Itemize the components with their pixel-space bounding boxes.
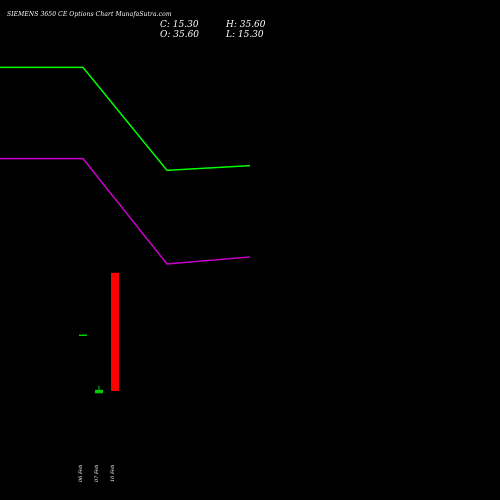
candle-body <box>95 389 103 394</box>
x-tick-label: 06 Feb <box>78 465 84 482</box>
x-axis: 06 Feb 07 Feb 10 Feb <box>78 465 116 482</box>
x-tick-label: 07 Feb <box>94 465 100 482</box>
chart-title: SIEMENS 3650 CE Options Chart MunafaSutr… <box>7 11 172 18</box>
low-value: L: 15.30 <box>226 30 264 40</box>
open-value: O: 35.60 <box>160 30 200 40</box>
overlay-line-1 <box>0 157 251 265</box>
candle-2 <box>111 272 119 391</box>
close-value: C: 15.30 <box>160 20 199 30</box>
overlay-line-0 <box>0 66 251 172</box>
candle-1 <box>95 385 103 394</box>
high-value: H: 35.60 <box>226 20 266 30</box>
x-tick-label: 10 Feb <box>110 465 116 482</box>
candle-0 <box>79 334 87 336</box>
candle-body <box>79 334 87 336</box>
overlay-lines <box>0 66 251 265</box>
candle-body <box>111 272 119 391</box>
candles <box>79 272 119 394</box>
